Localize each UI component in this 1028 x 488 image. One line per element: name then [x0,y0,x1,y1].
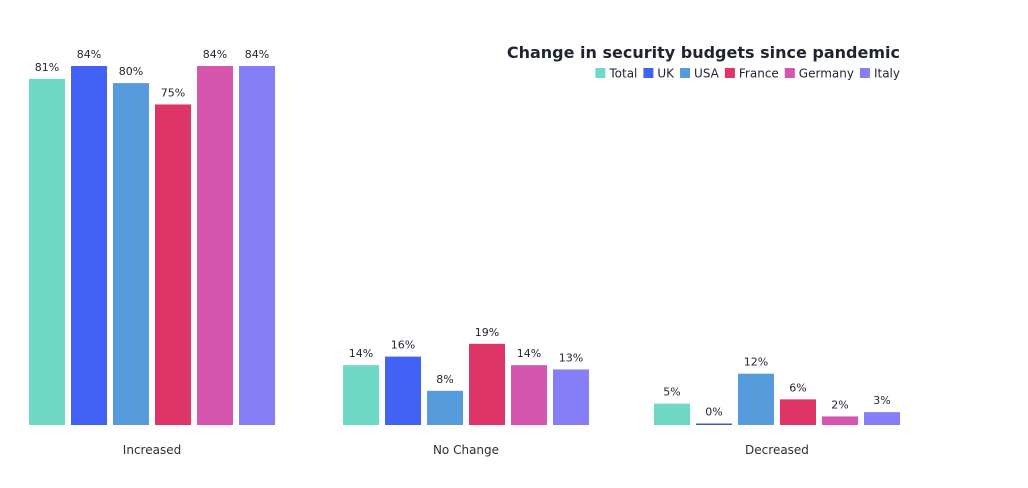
value-label-no-change-uk: 16% [391,339,415,352]
legend-item-uk: UK [643,67,675,81]
value-label-decreased-usa: 12% [744,356,768,369]
value-label-decreased-total: 5% [663,386,680,399]
legend-item-germany: Germany [784,67,854,81]
value-label-increased-usa: 80% [119,65,143,78]
bar-groups: 81% 84% 80% 75% 84% 84% 14% 16% 8% 19% 14% 13% 5% 0% 1… [29,48,900,426]
legend-label-germany: Germany [799,67,854,81]
legend-label-usa: USA [694,67,720,81]
legend-label-total: Total [608,67,637,81]
legend: Total UK USA France Germany Italy [595,67,900,81]
value-label-decreased-uk: 0% [705,406,722,419]
bar-group-decreased: 5% 0% 12% 6% 2% 3% [654,356,900,425]
legend-item-usa: USA [680,67,720,81]
category-label-increased: Increased [123,443,181,457]
legend-swatch-italy [859,68,870,78]
bar-group-increased: 81% 84% 80% 75% 84% 84% [29,48,275,426]
bar-no-change-italy [553,369,589,425]
value-label-decreased-italy: 3% [873,394,890,407]
bar-decreased-uk [696,423,732,425]
bar-increased-uk [71,66,107,425]
bar-decreased-total [654,403,690,425]
legend-swatch-germany [784,68,795,78]
legend-swatch-france [724,68,735,78]
bar-decreased-germany [822,416,858,425]
legend-label-uk: UK [657,67,675,81]
bar-increased-usa [113,83,149,425]
legend-swatch-total [595,68,606,78]
category-labels: Increased No Change Decreased [123,443,809,457]
value-label-increased-total: 81% [35,61,59,74]
legend-item-total: Total [595,67,637,81]
bar-increased-germany [197,66,233,425]
value-label-increased-france: 75% [161,86,185,99]
bar-decreased-france [780,399,816,425]
bar-increased-total [29,78,65,426]
value-label-increased-uk: 84% [77,48,101,61]
legend-item-italy: Italy [859,67,900,81]
bar-no-change-france [469,343,505,425]
bar-increased-france [155,104,191,425]
value-label-no-change-france: 19% [475,326,499,339]
bar-no-change-uk [385,356,421,425]
legend-label-france: France [739,67,779,81]
category-label-no-change: No Change [433,443,499,457]
bar-no-change-total [343,365,379,425]
legend-swatch-uk [643,68,654,78]
bar-increased-italy [239,66,275,425]
bar-no-change-germany [511,365,547,425]
legend-label-italy: Italy [874,67,900,81]
bar-decreased-usa [738,373,774,425]
value-label-no-change-germany: 14% [517,347,541,360]
category-label-decreased: Decreased [745,443,809,457]
value-label-decreased-germany: 2% [831,398,848,411]
value-label-no-change-total: 14% [349,347,373,360]
value-label-increased-germany: 84% [203,48,227,61]
legend-item-france: France [724,67,779,81]
bar-decreased-italy [864,412,900,425]
legend-swatch-usa [680,68,691,78]
value-label-no-change-usa: 8% [436,373,453,386]
bar-no-change-usa [427,390,463,425]
value-label-decreased-france: 6% [789,381,806,394]
chart-title: Change in security budgets since pandemi… [507,43,900,62]
value-label-increased-italy: 84% [245,48,269,61]
bar-group-no-change: 14% 16% 8% 19% 14% 13% [343,326,589,425]
value-label-no-change-italy: 13% [559,351,583,364]
